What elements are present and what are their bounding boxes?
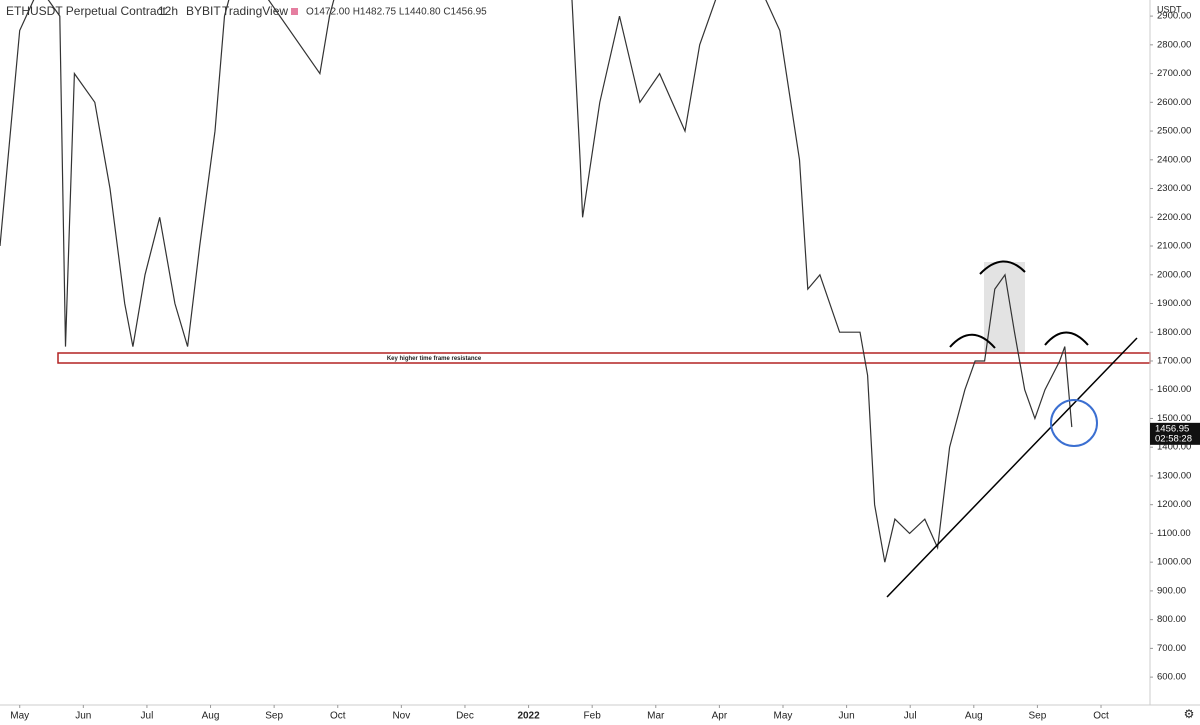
x-tick-label: Jun (839, 711, 855, 722)
x-tick-label: Oct (330, 711, 346, 722)
x-tick-label: Jun (75, 711, 91, 722)
y-tick-label: 2000.00 (1157, 269, 1191, 280)
y-tick-label: 2500.00 (1157, 126, 1191, 137)
y-tick-label: 1600.00 (1157, 384, 1191, 395)
x-tick-label: Apr (712, 711, 728, 722)
source: TradingView (222, 4, 288, 18)
y-tick-label: 700.00 (1157, 643, 1186, 654)
y-tick-label: 2400.00 (1157, 154, 1191, 165)
y-tick-label: 1900.00 (1157, 298, 1191, 309)
price-line (0, 0, 1073, 563)
y-tick-label: 1800.00 (1157, 327, 1191, 338)
x-tick-label: Nov (392, 711, 410, 722)
ohlc: O1472.00 H1482.75 L1440.80 C1456.95 (306, 7, 487, 18)
x-tick-label: Sep (265, 711, 283, 722)
y-tick-label: 800.00 (1157, 614, 1186, 625)
y-tick-label: 2700.00 (1157, 68, 1191, 79)
y-tick-label: 1100.00 (1157, 528, 1191, 539)
y-tick-label: 2300.00 (1157, 183, 1191, 194)
highlight-circle (1050, 399, 1098, 447)
y-tick-label: 2900.00 (1157, 11, 1191, 22)
highlight-box (984, 262, 1025, 354)
x-tick-label: Aug (965, 711, 983, 722)
exchange: BYBIT (186, 4, 221, 18)
x-tick-label: May (774, 711, 793, 722)
x-tick-label: Aug (202, 711, 220, 722)
symbol: ETHUSDT Perpetual Contract (6, 4, 167, 18)
x-tick-label: Feb (584, 711, 602, 722)
shoulder-arc (1044, 331, 1089, 346)
annotation: Key higher time frame resistance (387, 356, 482, 362)
y-tick-label: 2100.00 (1157, 241, 1191, 252)
interval: 12h (158, 4, 178, 18)
currency[interactable]: USDT (1157, 4, 1182, 14)
price-tag (1150, 422, 1200, 445)
y-tick-label: 2200.00 (1157, 212, 1191, 223)
status-icon (291, 8, 298, 15)
countdown: 02:58:28 (1155, 433, 1192, 444)
settings-icon[interactable]: ⚙ (1184, 707, 1195, 721)
y-tick-label: 600.00 (1157, 672, 1186, 683)
x-tick-label: Sep (1029, 711, 1047, 722)
y-tick-label: 1700.00 (1157, 355, 1191, 366)
price-tag-label: 1456.95 (1155, 423, 1189, 434)
y-tick-label: 2800.00 (1157, 39, 1191, 50)
x-tick-label: Jul (141, 711, 154, 722)
x-tick-label: 2022 (517, 711, 540, 722)
head-arc (979, 260, 1026, 275)
y-tick-label: 1000.00 (1157, 557, 1191, 568)
y-tick-label: 900.00 (1157, 585, 1186, 596)
x-tick-label: Dec (456, 711, 474, 722)
x-tick-label: Mar (647, 711, 665, 722)
y-tick-label: 1500.00 (1157, 413, 1191, 424)
x-tick-label: Jul (904, 711, 917, 722)
x-tick-label: May (10, 711, 29, 722)
trend-line (886, 337, 1138, 598)
y-tick-label: 1300.00 (1157, 470, 1191, 481)
y-tick-label: 1200.00 (1157, 499, 1191, 510)
y-tick-label: 2600.00 (1157, 97, 1191, 108)
y-tick-label: 1400.00 (1157, 442, 1191, 453)
x-tick-label: Oct (1093, 711, 1109, 722)
shoulder-arc (949, 333, 996, 349)
